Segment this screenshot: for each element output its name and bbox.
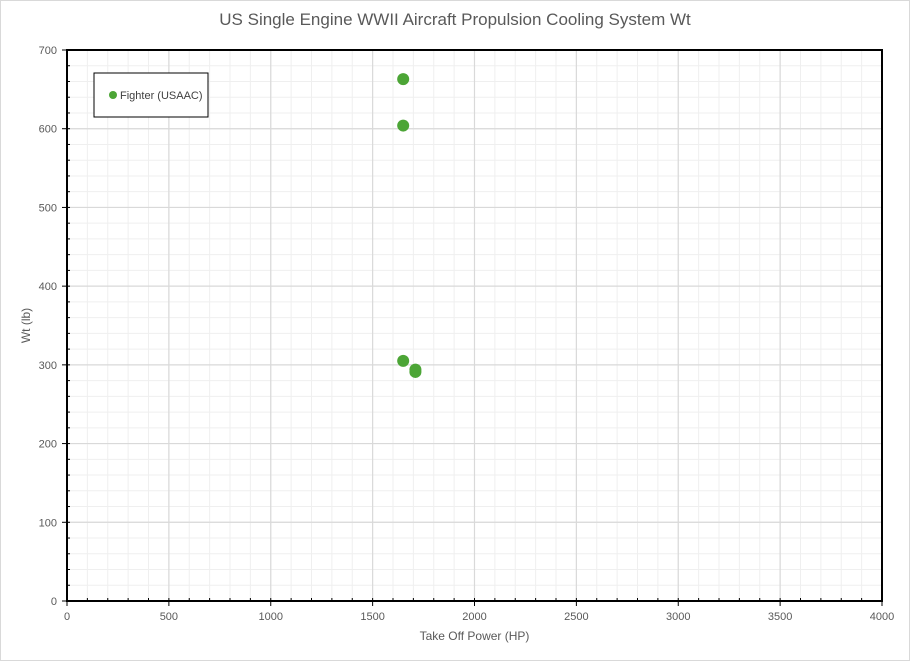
x-tick-labels: 0 500 1000 1500 2000 2500 3000 3500 4000 xyxy=(64,611,894,623)
x-tick-label: 1000 xyxy=(259,611,283,623)
y-tick-labels: 0 100 200 300 400 500 600 700 xyxy=(39,45,57,608)
y-tick-label: 700 xyxy=(39,45,57,57)
legend: Fighter (USAAC) xyxy=(93,72,209,118)
y-tick-label: 500 xyxy=(39,202,57,214)
data-point xyxy=(397,119,410,132)
y-axis-label: Wt (lb) xyxy=(19,308,33,343)
x-tick-label: 3500 xyxy=(768,611,792,623)
x-tick-label: 2500 xyxy=(564,611,588,623)
chart-title: US Single Engine WWII Aircraft Propulsio… xyxy=(219,10,691,29)
x-axis-label: Take Off Power (HP) xyxy=(420,629,530,643)
data-point xyxy=(409,365,422,378)
x-tick-label: 500 xyxy=(160,611,178,623)
x-tick-label: 2000 xyxy=(462,611,486,623)
legend-label: Fighter (USAAC) xyxy=(120,90,203,102)
data-point xyxy=(397,73,410,86)
legend-marker xyxy=(109,91,117,99)
x-tick-label: 4000 xyxy=(870,611,894,623)
axis-ticks xyxy=(62,49,883,606)
x-tick-label: 0 xyxy=(64,611,70,623)
x-tick-label: 3000 xyxy=(666,611,690,623)
x-tick-label: 1500 xyxy=(360,611,384,623)
y-tick-label: 100 xyxy=(39,517,57,529)
y-tick-label: 600 xyxy=(39,124,57,136)
y-tick-label: 200 xyxy=(39,439,57,451)
y-tick-label: 400 xyxy=(39,281,57,293)
y-tick-label: 0 xyxy=(51,596,57,608)
y-tick-label: 300 xyxy=(39,360,57,372)
data-points xyxy=(397,73,422,378)
data-point xyxy=(397,354,410,367)
